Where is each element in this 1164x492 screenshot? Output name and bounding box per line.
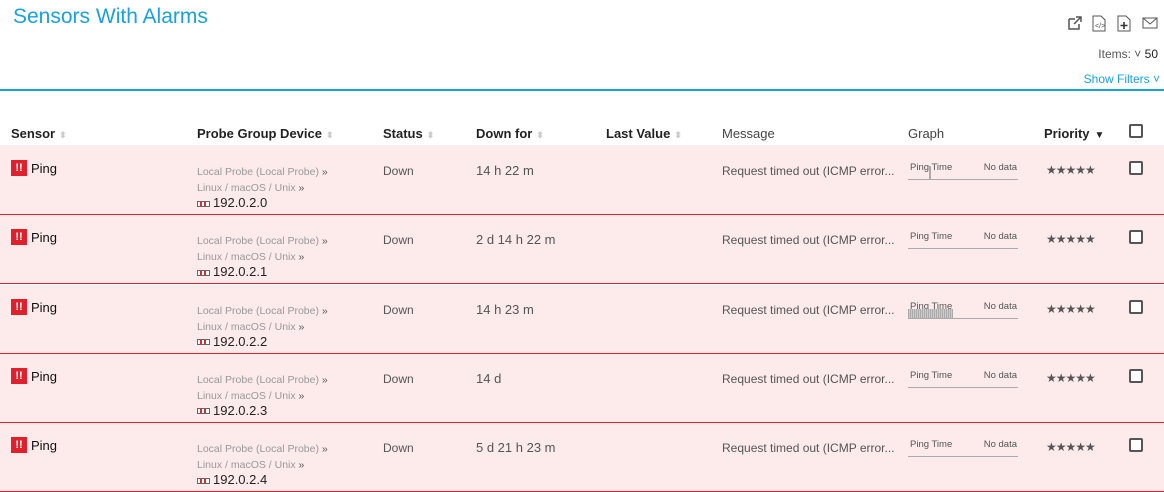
row-checkbox[interactable] — [1129, 230, 1143, 245]
items-per-page[interactable]: Items: ˅ 50 — [1098, 47, 1158, 61]
device-icon — [197, 408, 210, 415]
sensor-link[interactable]: Ping — [31, 161, 58, 176]
down-for: 2 d 14 h 22 m — [476, 232, 556, 248]
sensor-link[interactable]: Ping — [31, 299, 58, 315]
device-icon — [197, 339, 210, 346]
mini-graph[interactable]: Ping Time No data — [908, 370, 1018, 388]
sensor-link[interactable]: Ping — [31, 230, 58, 246]
probe-path: Local Probe (Local Probe) » Linux / macOS… — [197, 235, 328, 264]
svg-text:</>: </> — [1095, 23, 1105, 30]
message: Request timed out (ICMP error... — [722, 302, 895, 317]
device-link[interactable]: 192.0.2.2 — [197, 334, 267, 349]
sort-icon: ⬍ — [536, 130, 544, 140]
priority-stars[interactable]: ★★★★★ — [1046, 232, 1096, 247]
mail-icon[interactable] — [1142, 15, 1158, 32]
external-link-icon[interactable] — [1067, 15, 1083, 32]
add-file-icon[interactable] — [1117, 15, 1133, 32]
alarm-icon: !! — [11, 229, 27, 246]
down-for: 14 d — [476, 370, 502, 386]
priority-stars[interactable]: ★★★★★ — [1046, 440, 1096, 455]
down-for: 14 h 22 m — [476, 163, 534, 178]
probe-path: Local Probe (Local Probe) » Linux / macOS… — [197, 443, 328, 472]
message: Request timed out (ICMP error... — [722, 441, 895, 456]
select-all-checkbox[interactable] — [1129, 124, 1143, 138]
col-probe-group-device[interactable]: Probe Group Device ⬍ — [197, 126, 334, 141]
status: Down — [383, 233, 414, 248]
divider — [0, 89, 1164, 91]
device-icon — [197, 200, 210, 207]
table-row[interactable]: !! Ping Local Probe (Local Probe) » Linux… — [0, 423, 1164, 492]
sensor-link[interactable]: Ping — [31, 438, 58, 454]
alarm-icon: !! — [11, 298, 27, 315]
status: Down — [383, 302, 414, 317]
table-row[interactable]: !! Ping Local Probe (Local Probe) » Linux… — [0, 215, 1164, 285]
probe-path: Local Probe (Local Probe) » Linux / macOS… — [197, 373, 328, 402]
device-link[interactable]: 192.0.2.0 — [197, 195, 267, 210]
device-link[interactable]: 192.0.2.1 — [197, 264, 267, 279]
mini-graph[interactable]: Ping Time No data — [908, 301, 1018, 319]
row-checkbox[interactable] — [1129, 161, 1143, 175]
col-status[interactable]: Status ⬍ — [383, 126, 435, 141]
code-file-icon[interactable]: </> — [1092, 15, 1108, 32]
sort-desc-icon: ▼ — [1094, 130, 1105, 141]
sensor-link[interactable]: Ping — [31, 368, 58, 384]
status: Down — [383, 164, 414, 178]
device-icon — [197, 269, 210, 276]
mini-graph[interactable]: Ping Time No data — [908, 439, 1018, 458]
sort-icon: ⬍ — [59, 130, 67, 140]
table-row[interactable]: !! Ping Local Probe (Local Probe) » Linux… — [0, 353, 1164, 423]
mini-graph[interactable]: Ping Time No data — [908, 162, 1018, 180]
alarm-icon: !! — [11, 437, 27, 454]
table-row[interactable]: !! Ping Local Probe (Local Probe) » Linux… — [0, 146, 1164, 215]
col-message: Message — [722, 126, 775, 141]
sort-icon: ⬍ — [325, 130, 334, 140]
status: Down — [383, 441, 414, 456]
message: Request timed out (ICMP error... — [722, 371, 895, 386]
message: Request timed out (ICMP error... — [722, 164, 895, 178]
row-checkbox[interactable] — [1129, 299, 1143, 314]
device-icon — [197, 477, 210, 484]
row-checkbox[interactable] — [1129, 368, 1143, 383]
col-last-value[interactable]: Last Value ⬍ — [606, 126, 682, 141]
col-down-for[interactable]: Down for ⬍ — [476, 126, 544, 141]
down-for: 14 h 23 m — [476, 301, 534, 317]
col-sensor[interactable]: Sensor ⬍ — [11, 126, 67, 141]
down-for: 5 d 21 h 23 m — [476, 440, 556, 456]
device-link[interactable]: 192.0.2.4 — [197, 472, 267, 487]
col-priority[interactable]: Priority ▼ — [1044, 126, 1105, 141]
show-filters-link[interactable]: Show Filters ˅ — [1083, 72, 1160, 86]
sort-icon: ⬍ — [426, 130, 435, 140]
status: Down — [383, 371, 414, 386]
priority-stars[interactable]: ★★★★★ — [1046, 301, 1096, 316]
table-row[interactable]: !! Ping Local Probe (Local Probe) » Linux… — [0, 284, 1164, 354]
priority-stars[interactable]: ★★★★★ — [1046, 163, 1096, 177]
priority-stars[interactable]: ★★★★★ — [1046, 370, 1096, 385]
probe-path: Local Probe (Local Probe) » Linux / macOS… — [197, 304, 328, 333]
row-checkbox[interactable] — [1129, 438, 1143, 453]
message: Request timed out (ICMP error... — [722, 233, 895, 248]
device-link[interactable]: 192.0.2.3 — [197, 403, 267, 418]
col-graph: Graph — [908, 126, 945, 141]
mini-graph[interactable]: Ping Time No data — [908, 231, 1018, 250]
sort-icon: ⬍ — [674, 130, 682, 140]
probe-path: Local Probe (Local Probe) » Linux / macOS… — [197, 166, 328, 194]
alarm-icon: !! — [11, 160, 27, 176]
alarm-icon: !! — [11, 367, 27, 384]
toolbar: </> — [1067, 15, 1158, 32]
page-title: Sensors With Alarms — [13, 5, 208, 28]
